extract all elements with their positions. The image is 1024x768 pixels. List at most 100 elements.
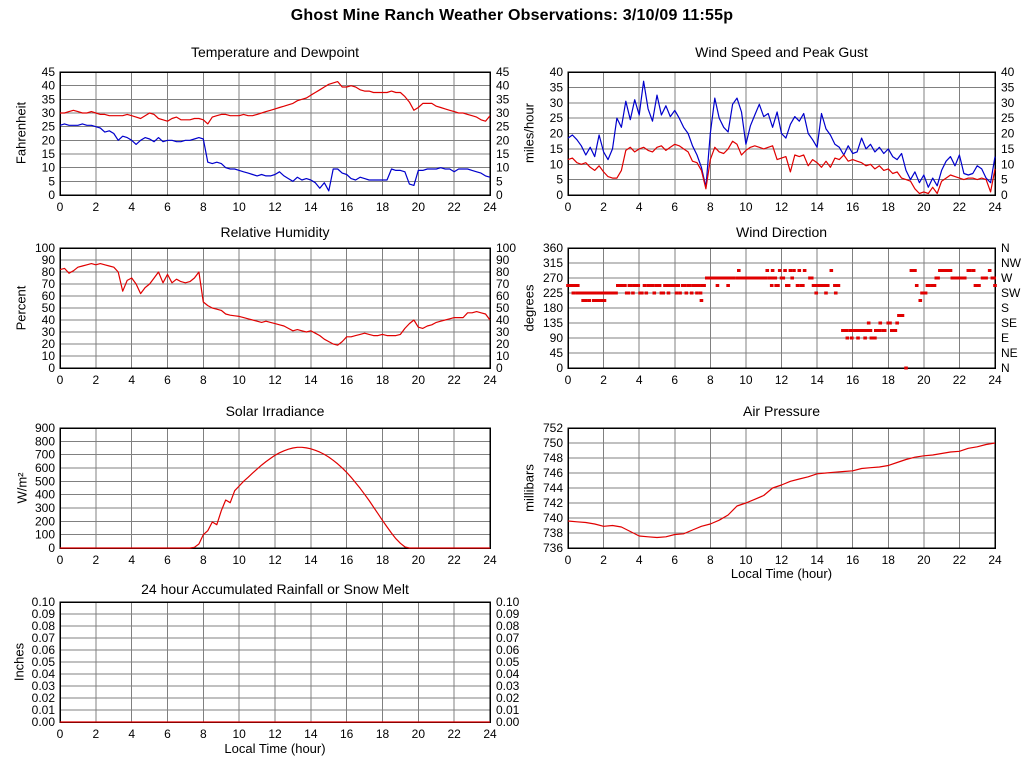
y-tick-label-right: 0.05 bbox=[496, 655, 520, 669]
x-tick-label: 0 bbox=[57, 553, 64, 567]
plot-frame bbox=[567, 427, 996, 549]
y-tick-label: 225 bbox=[543, 286, 563, 300]
scatter-point bbox=[688, 284, 692, 287]
plot-frame bbox=[59, 71, 491, 196]
y-tick-label: 0.09 bbox=[32, 607, 56, 621]
y-tick-label: 35 bbox=[42, 92, 56, 106]
y-tick-label-right: 0.06 bbox=[496, 643, 520, 657]
scatter-point bbox=[809, 276, 814, 280]
y-tick-label: 0 bbox=[48, 361, 55, 375]
y-tick-label-right: 90 bbox=[496, 253, 510, 267]
y-axis-label-watts-per-m2: W/m² bbox=[14, 472, 30, 504]
x-tick-label: 12 bbox=[268, 200, 282, 214]
y-tick-label-right: S bbox=[1001, 301, 1009, 315]
x-tick-label: 24 bbox=[483, 373, 497, 387]
y-tick-label: 100 bbox=[35, 528, 55, 542]
x-tick-label: 20 bbox=[412, 373, 426, 387]
x-tick-label: 18 bbox=[882, 373, 896, 387]
y-tick-label-right: N bbox=[1001, 361, 1010, 375]
x-tick-label: 10 bbox=[739, 373, 753, 387]
scatter-point bbox=[608, 291, 613, 295]
y-tick-label: 15 bbox=[42, 147, 56, 161]
x-tick-label: 22 bbox=[447, 553, 461, 567]
y-tick-label: 700 bbox=[35, 448, 55, 462]
grid-lines bbox=[60, 72, 490, 195]
x-tick-label: 22 bbox=[447, 373, 461, 387]
scatter-point bbox=[571, 291, 576, 295]
scatter-point bbox=[777, 269, 782, 272]
y-tick-label: 30 bbox=[550, 96, 564, 110]
y-axis-label-percent: Percent bbox=[13, 285, 29, 331]
scatter-point bbox=[936, 276, 940, 280]
grid-lines bbox=[568, 428, 995, 548]
y-tick-label: 740 bbox=[543, 511, 563, 525]
x-tick-label: 8 bbox=[707, 553, 714, 567]
x-tick-label: 0 bbox=[565, 200, 572, 214]
y-tick-label-right: SE bbox=[1001, 316, 1017, 330]
scatter-point bbox=[788, 269, 793, 272]
scatter-point bbox=[765, 269, 770, 272]
x-tick-label: 6 bbox=[671, 200, 678, 214]
y-tick-label-right: 0.02 bbox=[496, 691, 520, 705]
scatter-point bbox=[987, 269, 992, 272]
y-tick-label: 736 bbox=[543, 541, 563, 555]
y-tick-label: 0 bbox=[556, 188, 563, 202]
scatter-point bbox=[726, 284, 730, 287]
y-tick-label: 500 bbox=[35, 474, 55, 488]
x-tick-label: 0 bbox=[57, 727, 64, 741]
grid-lines bbox=[60, 602, 490, 722]
chart-title-wind-direction: Wind Direction bbox=[735, 224, 828, 240]
scatter-point bbox=[670, 284, 674, 287]
x-tick-label: 10 bbox=[232, 553, 246, 567]
scatter-point bbox=[878, 321, 883, 325]
y-tick-label-right: NE bbox=[1001, 346, 1018, 360]
y-tick-label-right: 30 bbox=[496, 106, 510, 120]
x-tick-label: 24 bbox=[483, 553, 497, 567]
scatter-point bbox=[678, 291, 682, 295]
y-tick-label: 90 bbox=[550, 331, 564, 345]
y-tick-label: 15 bbox=[550, 142, 564, 156]
y-tick-label-right: 10 bbox=[496, 349, 510, 363]
y-tick-label: 0 bbox=[556, 361, 563, 375]
y-tick-label-right: 20 bbox=[496, 133, 510, 147]
scatter-point bbox=[904, 366, 908, 370]
y-tick-label-right: 0.08 bbox=[496, 619, 520, 633]
y-axis-label-fahrenheit: Fahrenheit bbox=[13, 101, 29, 165]
x-tick-label: 18 bbox=[376, 200, 390, 214]
y-tick-label-right: 0.07 bbox=[496, 631, 520, 645]
scatter-point bbox=[631, 291, 635, 295]
x-tick-label: 12 bbox=[775, 553, 789, 567]
scatter-point bbox=[783, 269, 787, 272]
x-tick-label: 18 bbox=[882, 553, 896, 567]
scatter-point bbox=[584, 291, 589, 295]
x-tick-label: 18 bbox=[882, 200, 896, 214]
x-tick-label: 2 bbox=[600, 373, 607, 387]
x-tick-label: 22 bbox=[953, 373, 967, 387]
x-tick-label: 24 bbox=[988, 200, 1002, 214]
y-tick-label-right: NW bbox=[1001, 256, 1022, 270]
x-tick-label: 0 bbox=[57, 200, 64, 214]
scatter-point bbox=[689, 291, 694, 295]
chart-air_pressure: 0 2 4 6 8 10 12 14 16 18 20 22 247367387407427447467… bbox=[543, 421, 1002, 567]
x-tick-label: 0 bbox=[57, 373, 64, 387]
x-tick-label: 4 bbox=[636, 200, 643, 214]
x-tick-label: 6 bbox=[164, 200, 171, 214]
x-tick-label: 12 bbox=[775, 200, 789, 214]
scatter-point bbox=[790, 276, 794, 280]
y-tick-label: 0 bbox=[48, 541, 55, 555]
y-tick-label-right: 80 bbox=[496, 265, 510, 279]
scatter-point bbox=[592, 291, 597, 295]
scatter-point bbox=[895, 321, 899, 325]
scatter-point bbox=[932, 284, 937, 287]
y-tick-label-right: 10 bbox=[1001, 157, 1015, 171]
scatter-point bbox=[731, 276, 736, 280]
y-tick-label: 40 bbox=[550, 65, 564, 79]
y-tick-label: 400 bbox=[35, 488, 55, 502]
tick-labels: 0 2 4 6 8 10 12 14 16 18 20 22 240100200300400500600… bbox=[35, 421, 497, 567]
scatter-point bbox=[642, 284, 647, 287]
y-tick-label: 10 bbox=[42, 349, 56, 363]
y-tick-label: 0.04 bbox=[32, 667, 56, 681]
x-tick-label: 16 bbox=[340, 727, 354, 741]
